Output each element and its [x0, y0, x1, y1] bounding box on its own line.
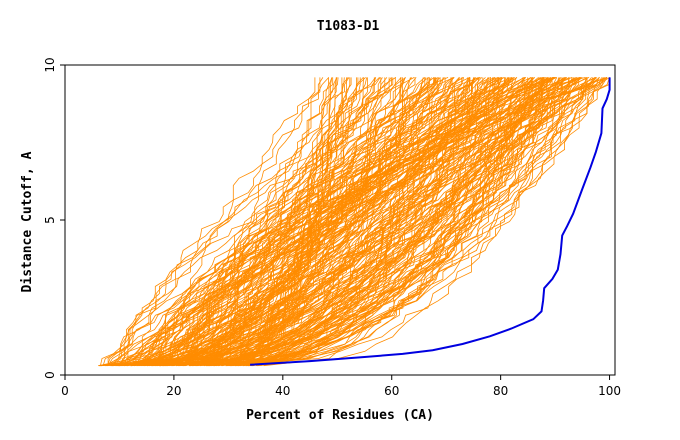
model-curve	[119, 77, 567, 367]
x-tick-label: 40	[275, 384, 290, 398]
x-tick-label: 80	[493, 384, 508, 398]
model-curve	[243, 77, 403, 367]
model-curve	[196, 77, 324, 366]
model-curve	[164, 77, 605, 367]
model-curves	[98, 77, 610, 367]
model-curve	[231, 77, 596, 367]
model-curve	[109, 77, 554, 367]
model-curve	[117, 77, 562, 367]
model-curve	[98, 77, 486, 367]
model-curve	[102, 77, 330, 366]
x-tick-label: 20	[166, 384, 181, 398]
x-tick-label: 60	[384, 384, 399, 398]
model-curve	[154, 77, 480, 366]
model-curve	[182, 77, 475, 367]
x-tick-label: 100	[598, 384, 621, 398]
model-curve	[151, 77, 334, 367]
model-curve	[181, 77, 361, 366]
model-curve	[238, 77, 491, 366]
model-curve	[99, 77, 588, 367]
model-curve	[188, 77, 512, 366]
y-tick-label: 5	[43, 216, 57, 224]
model-curve	[191, 77, 517, 366]
model-curve	[257, 77, 564, 367]
model-curve	[229, 77, 484, 367]
model-curve	[105, 77, 397, 367]
model-curve	[134, 77, 518, 367]
model-curve	[152, 77, 321, 367]
model-curve	[216, 77, 552, 366]
model-curve	[235, 77, 604, 367]
model-curve	[136, 77, 540, 367]
model-curve	[125, 77, 608, 366]
model-curve	[131, 77, 475, 367]
model-curve	[131, 77, 366, 367]
model-curve	[159, 77, 553, 367]
x-tick-label: 0	[61, 384, 69, 398]
y-tick-label: 0	[43, 371, 57, 379]
model-curve	[210, 77, 429, 366]
model-curve	[177, 77, 500, 366]
model-curve	[166, 77, 582, 367]
model-curve	[105, 77, 546, 367]
model-curve	[239, 77, 566, 367]
model-curve	[127, 77, 427, 367]
model-curve	[226, 77, 576, 367]
model-curve	[135, 77, 436, 367]
highlight-curve-group	[250, 77, 611, 366]
model-curve	[140, 77, 544, 367]
x-axis-label: Percent of Residues (CA)	[246, 408, 434, 423]
model-curve	[142, 77, 365, 367]
chart-title: T1083-D1	[317, 19, 380, 34]
model-curve	[229, 77, 532, 367]
model-curve	[190, 77, 338, 366]
model-curve	[189, 77, 588, 367]
model-curve	[252, 77, 588, 367]
model-curve	[225, 77, 587, 367]
model-curve	[124, 77, 559, 367]
y-axis-label: Distance Cutoff, A	[20, 151, 35, 292]
model-curve	[226, 77, 549, 367]
highlight-curve	[250, 77, 611, 366]
model-curve	[160, 77, 377, 367]
model-curve	[176, 77, 455, 366]
model-curve	[246, 77, 549, 367]
model-curve	[149, 77, 411, 367]
axis-ticks: 0 20 40 60 80 100 0 5 10	[43, 57, 621, 398]
model-curve	[252, 77, 558, 366]
model-curve	[160, 77, 388, 367]
model-curve	[160, 77, 565, 367]
model-curve	[134, 77, 496, 366]
model-curve	[193, 77, 470, 367]
model-curve	[215, 77, 580, 367]
model-curve	[245, 77, 403, 367]
model-curve	[152, 77, 544, 367]
model-curve	[201, 77, 506, 366]
model-curve	[263, 77, 531, 367]
model-curve	[126, 77, 383, 367]
model-curve	[171, 77, 581, 367]
y-tick-label: 10	[43, 57, 57, 72]
model-curve	[144, 77, 555, 366]
model-curve	[256, 77, 333, 367]
model-curve	[107, 77, 316, 366]
model-curve	[208, 77, 368, 367]
model-curve	[261, 77, 548, 366]
model-curve	[121, 77, 579, 367]
